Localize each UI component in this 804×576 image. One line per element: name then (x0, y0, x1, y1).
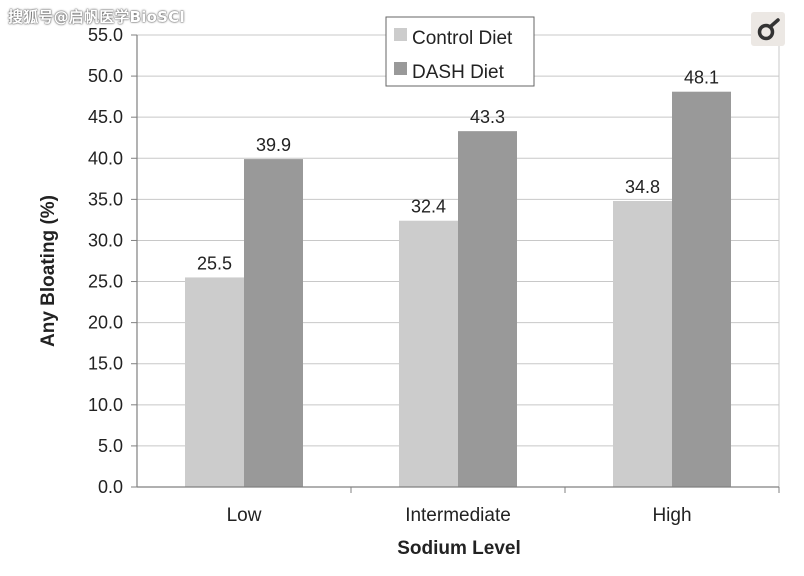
logo-glyph-icon (757, 18, 780, 41)
data-label-dash: 48.1 (684, 68, 719, 88)
data-label-dash: 39.9 (256, 135, 291, 155)
y-tick-label: 5.0 (98, 436, 123, 456)
x-tick-label: Intermediate (405, 505, 511, 526)
legend: Control Diet DASH Diet (385, 16, 535, 87)
legend-swatch-control (394, 28, 407, 41)
bar-dash (244, 159, 303, 487)
bar-control (399, 220, 458, 488)
y-tick-label: 10.0 (88, 395, 123, 415)
x-axis-title: Sodium Level (397, 538, 521, 559)
y-tick-label: 0.0 (98, 477, 123, 497)
bars (185, 91, 731, 488)
y-tick-label: 30.0 (88, 230, 123, 250)
y-tick-label: 20.0 (88, 313, 123, 333)
y-tick-label: 25.0 (88, 272, 123, 292)
publisher-logo-icon (751, 12, 785, 46)
legend-label-dash: DASH Diet (412, 62, 505, 83)
y-tick-label: 40.0 (88, 148, 123, 168)
x-tick-label: High (652, 505, 691, 526)
bar-dash (458, 131, 517, 488)
bar-dash (672, 91, 731, 488)
x-tick-labels: Low Intermediate High (227, 505, 692, 526)
data-label-control: 34.8 (625, 177, 660, 197)
y-tick-label: 35.0 (88, 189, 123, 209)
legend-label-control: Control Diet (412, 28, 513, 49)
legend-box (385, 16, 535, 87)
y-tick-labels: 0.0 5.0 10.0 15.0 20.0 25.0 30.0 35.0 40.0 45.0 50… (88, 25, 123, 497)
watermark-text: 搜狐号@启帆医学BioSCI (8, 8, 186, 26)
legend-swatch-dash (394, 62, 407, 75)
axes (131, 34, 780, 493)
y-tick-label: 45.0 (88, 107, 123, 127)
y-tick-label: 15.0 (88, 354, 123, 374)
x-tick-label: Low (227, 505, 262, 526)
y-axis-title: Any Bloating (%) (38, 195, 59, 347)
bar-control (613, 201, 672, 488)
bar-control (185, 277, 244, 487)
y-tick-label: 50.0 (88, 66, 123, 86)
data-label-dash: 43.3 (470, 107, 505, 127)
data-label-control: 25.5 (197, 253, 232, 273)
y-tick-label: 55.0 (88, 25, 123, 45)
data-labels: 25.5 39.9 32.4 43.3 34.8 48.1 (197, 68, 719, 274)
data-label-control: 32.4 (411, 197, 446, 217)
